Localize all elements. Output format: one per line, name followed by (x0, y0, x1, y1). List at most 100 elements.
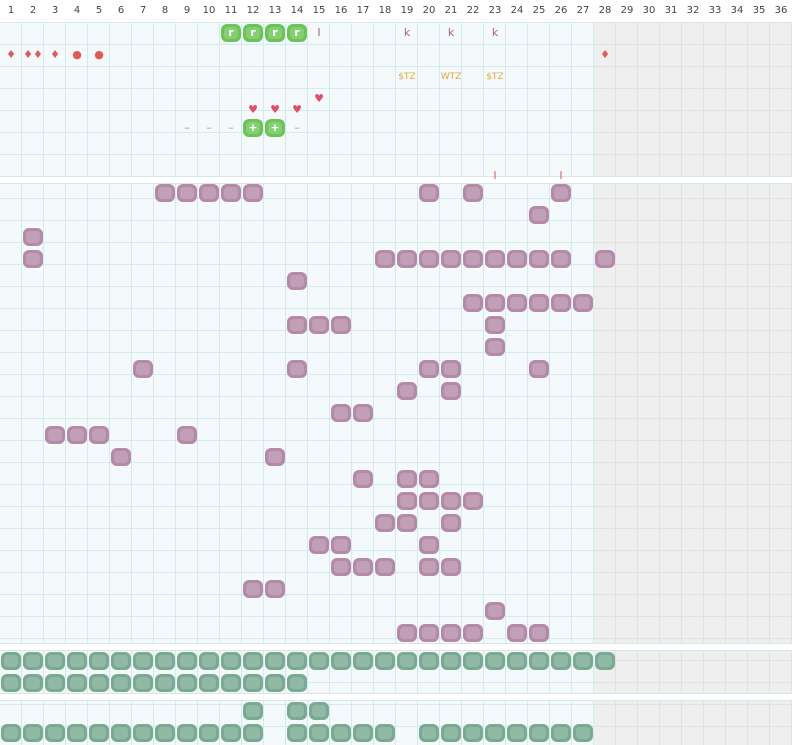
purple-tile[interactable] (419, 536, 439, 554)
teal-tile[interactable] (221, 652, 241, 670)
teal-tile[interactable] (155, 724, 175, 742)
teal-tile[interactable] (45, 674, 65, 692)
purple-tile[interactable] (441, 360, 461, 378)
teal-tile[interactable] (23, 724, 43, 742)
purple-tile[interactable] (419, 470, 439, 488)
teal-tile[interactable] (155, 652, 175, 670)
teal-tile[interactable] (287, 724, 307, 742)
purple-tile[interactable] (419, 250, 439, 268)
purple-tile[interactable] (529, 206, 549, 224)
teal-tile[interactable] (309, 724, 329, 742)
teal-tile[interactable] (111, 652, 131, 670)
purple-tile[interactable] (353, 558, 373, 576)
purple-tile[interactable] (507, 294, 527, 312)
teal-tile[interactable] (1, 652, 21, 670)
teal-tile[interactable] (441, 652, 461, 670)
purple-tile[interactable] (353, 404, 373, 422)
teal-tile[interactable] (177, 652, 197, 670)
purple-tile[interactable] (243, 580, 263, 598)
purple-tile[interactable] (419, 624, 439, 642)
teal-tile[interactable] (221, 724, 241, 742)
purple-tile[interactable] (529, 624, 549, 642)
purple-tile[interactable] (485, 250, 505, 268)
teal-tile[interactable] (529, 652, 549, 670)
purple-tile[interactable] (529, 360, 549, 378)
purple-tile[interactable] (243, 184, 263, 202)
teal-tile[interactable] (485, 724, 505, 742)
purple-tile[interactable] (331, 536, 351, 554)
green-tile[interactable]: + (243, 118, 263, 137)
teal-tile[interactable] (45, 652, 65, 670)
purple-tile[interactable] (397, 492, 417, 510)
purple-tile[interactable] (133, 360, 153, 378)
purple-tile[interactable] (441, 514, 461, 532)
purple-tile[interactable] (551, 184, 571, 202)
purple-tile[interactable] (441, 382, 461, 400)
teal-tile[interactable] (375, 652, 395, 670)
purple-tile[interactable] (529, 250, 549, 268)
purple-tile[interactable] (551, 294, 571, 312)
purple-tile[interactable] (485, 602, 505, 620)
teal-tile[interactable] (573, 724, 593, 742)
purple-tile[interactable] (463, 294, 483, 312)
purple-tile[interactable] (397, 624, 417, 642)
teal-tile[interactable] (177, 724, 197, 742)
teal-tile[interactable] (133, 724, 153, 742)
purple-tile[interactable] (287, 272, 307, 290)
purple-tile[interactable] (45, 426, 65, 444)
teal-tile[interactable] (89, 674, 109, 692)
teal-tile[interactable] (177, 674, 197, 692)
purple-tile[interactable] (463, 624, 483, 642)
teal-tile[interactable] (45, 724, 65, 742)
purple-tile[interactable] (23, 228, 43, 246)
purple-tile[interactable] (155, 184, 175, 202)
teal-tile[interactable] (463, 724, 483, 742)
teal-tile[interactable] (441, 724, 461, 742)
purple-tile[interactable] (375, 250, 395, 268)
teal-tile[interactable] (551, 724, 571, 742)
purple-tile[interactable] (111, 448, 131, 466)
purple-tile[interactable] (595, 250, 615, 268)
purple-tile[interactable] (287, 316, 307, 334)
purple-tile[interactable] (67, 426, 87, 444)
purple-tile[interactable] (485, 338, 505, 356)
teal-tile[interactable] (287, 674, 307, 692)
teal-tile[interactable] (89, 724, 109, 742)
purple-tile[interactable] (507, 250, 527, 268)
teal-tile[interactable] (67, 652, 87, 670)
teal-tile[interactable] (243, 674, 263, 692)
teal-tile[interactable] (1, 674, 21, 692)
teal-tile[interactable] (221, 674, 241, 692)
teal-tile[interactable] (23, 652, 43, 670)
purple-tile[interactable] (419, 558, 439, 576)
teal-tile[interactable] (111, 674, 131, 692)
purple-tile[interactable] (397, 382, 417, 400)
purple-tile[interactable] (287, 360, 307, 378)
purple-tile[interactable] (463, 250, 483, 268)
teal-tile[interactable] (485, 652, 505, 670)
teal-tile[interactable] (133, 674, 153, 692)
green-tile[interactable]: r (243, 24, 263, 42)
teal-tile[interactable] (353, 724, 373, 742)
teal-tile[interactable] (507, 652, 527, 670)
purple-tile[interactable] (419, 184, 439, 202)
teal-tile[interactable] (67, 724, 87, 742)
purple-tile[interactable] (419, 360, 439, 378)
teal-tile[interactable] (199, 724, 219, 742)
teal-tile[interactable] (529, 724, 549, 742)
purple-tile[interactable] (529, 294, 549, 312)
purple-tile[interactable] (331, 558, 351, 576)
purple-tile[interactable] (265, 448, 285, 466)
teal-tile[interactable] (419, 652, 439, 670)
teal-tile[interactable] (265, 652, 285, 670)
teal-tile[interactable] (353, 652, 373, 670)
teal-tile[interactable] (551, 652, 571, 670)
purple-tile[interactable] (177, 426, 197, 444)
teal-tile[interactable] (507, 724, 527, 742)
purple-tile[interactable] (397, 250, 417, 268)
purple-tile[interactable] (419, 492, 439, 510)
teal-tile[interactable] (595, 652, 615, 670)
purple-tile[interactable] (441, 624, 461, 642)
green-tile[interactable]: r (265, 24, 285, 42)
teal-tile[interactable] (573, 652, 593, 670)
